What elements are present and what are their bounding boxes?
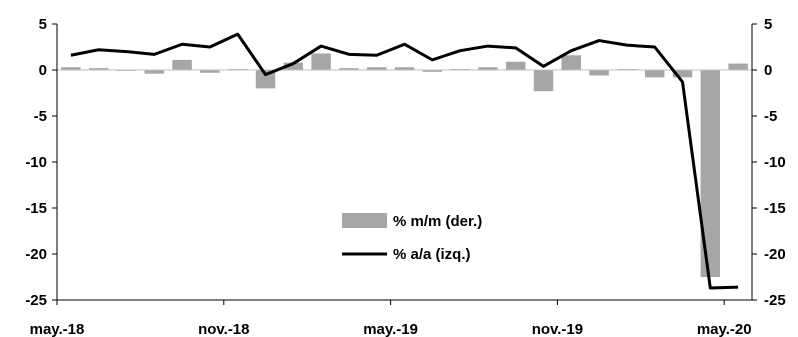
bar-mm-jun.-18 [88,68,109,70]
bar-mm-mar.-19 [339,68,359,70]
left-tick-label: 5 [39,16,47,33]
right-tick-label: -15 [764,200,786,217]
x-tick-label: may.-19 [363,321,418,337]
left-tick-label: -25 [25,292,47,309]
bar-mm-may.-18 [61,67,81,70]
bar-mm-may.-19 [394,67,415,70]
x-tick-label: nov.-18 [198,321,249,337]
bar-mm-oct.-19 [533,70,554,92]
x-tick-label: may.-18 [30,321,85,337]
right-tick-label: -20 [764,246,786,263]
right-tick-label: -10 [764,154,786,171]
left-tick-label: -20 [25,246,47,263]
bar-series-mm [61,53,748,277]
line-series-aa [70,32,739,290]
left-tick-label: -5 [34,108,47,125]
bar-mm-dic.-18 [255,70,276,89]
left-tick-label: 0 [39,62,47,79]
bar-mm-feb.-19 [311,53,331,70]
legend-swatch-bar [342,213,387,228]
left-axis-ticks: 5 0 -5 -10 -15 -20 -25 [25,16,57,309]
legend: % m/m (der.) % a/a (izq.) [342,213,482,263]
right-tick-label: -25 [764,292,786,309]
bar-mm-jun.-19 [422,70,443,72]
bar-mm-dic.-19 [589,70,609,76]
bar-mm-nov.-19 [561,55,582,70]
x-axis-ticks: may.-18 nov.-18 may.-19 nov.-19 may.-20 [30,300,752,337]
bar-mm-sep.-19 [505,61,526,70]
right-tick-label: 5 [764,16,772,33]
bar-mm-abr.-19 [366,67,387,70]
right-tick-label: 0 [764,62,772,79]
x-tick-label: may.-20 [697,321,752,337]
bar-mm-mar.-20 [672,70,693,78]
bar-mm-feb.-20 [644,70,665,78]
legend-label-bar: % m/m (der.) [393,213,482,230]
legend-label-line: % a/a (izq.) [393,246,471,263]
left-tick-label: -15 [25,200,47,217]
right-axis-ticks: 5 0 -5 -10 -15 -20 -25 [752,16,786,309]
x-tick-label: nov.-19 [532,321,583,337]
bar-mm-ene.-19 [283,62,304,70]
bar-mm-ago.-18 [144,70,165,74]
bar-mm-may.-20 [728,63,748,70]
right-tick-label: -5 [764,108,777,125]
bar-mm-oct.-18 [200,70,220,73]
bar-mm-sep.-18 [172,59,192,70]
bar-mm-abr.-20 [700,70,721,277]
left-tick-label: -10 [25,154,47,171]
bar-mm-ago.-19 [478,67,498,70]
